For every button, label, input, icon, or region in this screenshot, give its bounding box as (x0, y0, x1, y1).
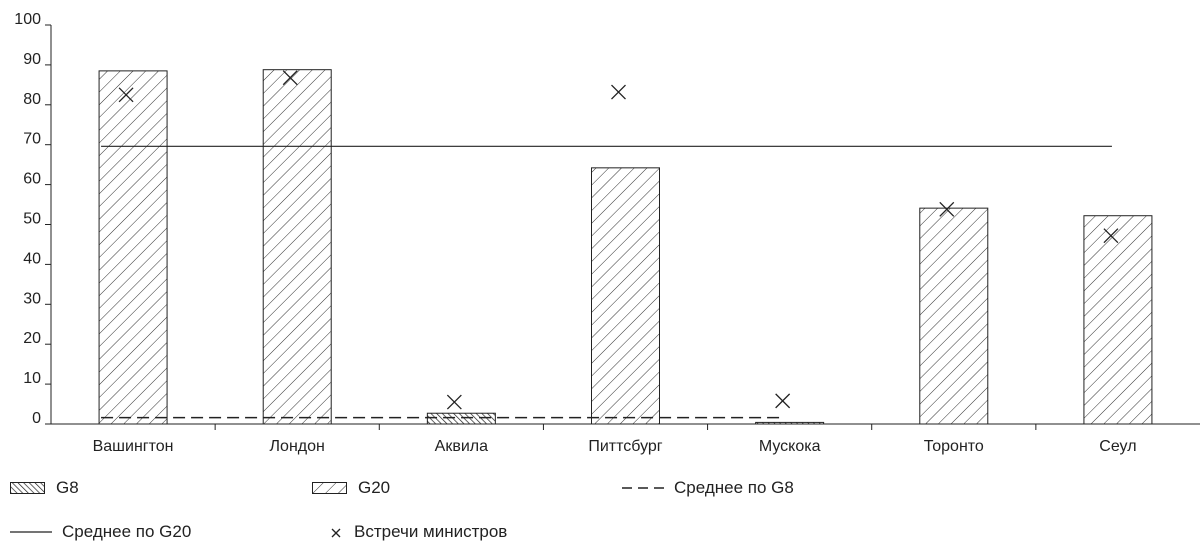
legend-item-g20-average: Среднее по G20 (8, 522, 191, 542)
minister-marker-3 (611, 84, 626, 100)
y-tick-label: 20 (23, 330, 41, 347)
legend-label-g20: G20 (358, 478, 391, 497)
legend-item-g20: G20 (312, 478, 390, 498)
dashed-line-icon (622, 487, 664, 489)
chart-plot: 0 10 20 30 40 50 60 70 80 90 100 Вашингтон Лондон Ак… (14, 11, 1200, 455)
bar-g20-3 (591, 167, 660, 425)
y-tick-label: 50 (23, 211, 41, 228)
y-tick-label: 80 (23, 91, 41, 108)
y-tick-label: 60 (23, 171, 41, 188)
x-tick-label: Аквила (435, 438, 488, 455)
g8-swatch-icon (10, 482, 45, 494)
legend-item-g8: G8 (10, 478, 79, 498)
legend-label-g8-average: Среднее по G8 (674, 478, 794, 497)
minister-marker-2 (446, 394, 462, 410)
minister-marker-5 (939, 201, 955, 217)
bar-g20-0 (98, 70, 168, 425)
minister-marker-1 (282, 70, 298, 86)
bar-g8-2 (426, 412, 496, 425)
y-tick-label: 90 (23, 51, 41, 68)
bar-g8-4 (755, 421, 825, 425)
minister-markers (118, 70, 1119, 410)
bar-g20-5 (919, 207, 989, 425)
y-tick-label: 40 (23, 250, 41, 267)
bar-g20-1 (262, 69, 332, 425)
y-tick-label: 70 (23, 131, 41, 148)
legend-label-g20-average: Среднее по G20 (62, 522, 192, 541)
legend: G8 G20 Среднее по G8 Среднее по G20 Встр… (0, 470, 1202, 545)
x-tick-label: Питтсбург (588, 438, 662, 455)
x-tick-label: Лондон (270, 438, 325, 455)
legend-item-minister-meetings: Встречи министров (328, 522, 507, 542)
x-tick-label: Торонто (924, 438, 984, 455)
cross-marker-icon (331, 528, 341, 538)
g20-swatch-icon (312, 482, 347, 494)
y-tick-label: 0 (32, 410, 41, 427)
y-tick-label: 100 (14, 11, 41, 28)
average-lines (101, 145, 1112, 419)
minister-marker-6 (1103, 228, 1119, 244)
bars (98, 69, 1153, 425)
bar-g20-6 (1083, 215, 1153, 425)
y-tick-label: 10 (23, 370, 41, 387)
solid-line-icon (10, 531, 52, 533)
legend-label-g8: G8 (56, 478, 79, 497)
minister-marker-4 (775, 393, 791, 409)
axes: 0 10 20 30 40 50 60 70 80 90 100 (14, 11, 1200, 430)
legend-item-g8-average: Среднее по G8 (620, 478, 794, 498)
x-tick-label: Вашингтон (93, 438, 174, 455)
minister-marker-0 (118, 87, 134, 103)
y-tick-label: 30 (23, 290, 41, 307)
x-tick-label: Мускока (759, 438, 821, 455)
x-axis-labels: Вашингтон Лондон Аквила Питтсбург Мускока Тор… (93, 438, 1137, 455)
legend-label-minister-meetings: Встречи министров (354, 522, 508, 541)
x-tick-label: Сеул (1099, 438, 1136, 455)
